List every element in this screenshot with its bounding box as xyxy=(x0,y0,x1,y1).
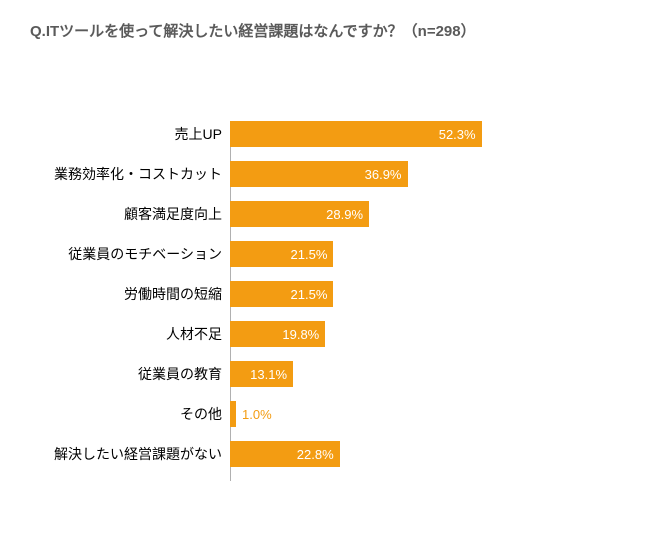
bar-area: 19.8% xyxy=(230,321,620,347)
bar-value: 21.5% xyxy=(291,287,328,302)
bar: 36.9% xyxy=(230,161,408,187)
bar: 22.8% xyxy=(230,441,340,467)
bar-label: 従業員のモチベーション xyxy=(30,244,230,264)
bar-area: 1.0% xyxy=(230,401,620,427)
bar-value: 28.9% xyxy=(326,207,363,222)
bar-area: 36.9% xyxy=(230,161,620,187)
bar-label: その他 xyxy=(30,404,230,424)
bar-area: 21.5% xyxy=(230,241,620,267)
bar-label: 従業員の教育 xyxy=(30,364,230,384)
table-row: その他 1.0% xyxy=(30,401,620,427)
bar-area: 22.8% xyxy=(230,441,620,467)
bar-label: 売上UP xyxy=(30,124,230,144)
bar: 13.1% xyxy=(230,361,293,387)
bar-chart: 売上UP 52.3% 業務効率化・コストカット 36.9% 顧客満足度向上 28.9% 従業… xyxy=(30,121,620,467)
bar-label: 労働時間の短縮 xyxy=(30,284,230,304)
bar-label: 解決したい経営課題がない xyxy=(30,444,230,464)
table-row: 解決したい経営課題がない 22.8% xyxy=(30,441,620,467)
bar-value: 36.9% xyxy=(365,167,402,182)
bar-value: 22.8% xyxy=(297,447,334,462)
bar-label: 顧客満足度向上 xyxy=(30,204,230,224)
bar-value: 13.1% xyxy=(250,367,287,382)
bar: 21.5% xyxy=(230,281,333,307)
bar: 52.3% xyxy=(230,121,482,147)
table-row: 顧客満足度向上 28.9% xyxy=(30,201,620,227)
table-row: 労働時間の短縮 21.5% xyxy=(30,281,620,307)
bar-label: 人材不足 xyxy=(30,324,230,344)
bar-label: 業務効率化・コストカット xyxy=(30,164,230,184)
table-row: 従業員のモチベーション 21.5% xyxy=(30,241,620,267)
bar: 21.5% xyxy=(230,241,333,267)
table-row: 業務効率化・コストカット 36.9% xyxy=(30,161,620,187)
bar-value: 52.3% xyxy=(439,127,476,142)
table-row: 売上UP 52.3% xyxy=(30,121,620,147)
bar-area: 52.3% xyxy=(230,121,620,147)
bar: 28.9% xyxy=(230,201,369,227)
bar-value: 1.0% xyxy=(242,407,272,422)
bar xyxy=(230,401,236,427)
bar-area: 28.9% xyxy=(230,201,620,227)
bar: 19.8% xyxy=(230,321,325,347)
bar-value: 19.8% xyxy=(282,327,319,342)
bar-area: 21.5% xyxy=(230,281,620,307)
table-row: 人材不足 19.8% xyxy=(30,321,620,347)
bar-value: 21.5% xyxy=(291,247,328,262)
chart-title: Q.ITツールを使って解決したい経営課題はなんですか？（n=298） xyxy=(30,20,620,41)
bar-area: 13.1% xyxy=(230,361,620,387)
table-row: 従業員の教育 13.1% xyxy=(30,361,620,387)
